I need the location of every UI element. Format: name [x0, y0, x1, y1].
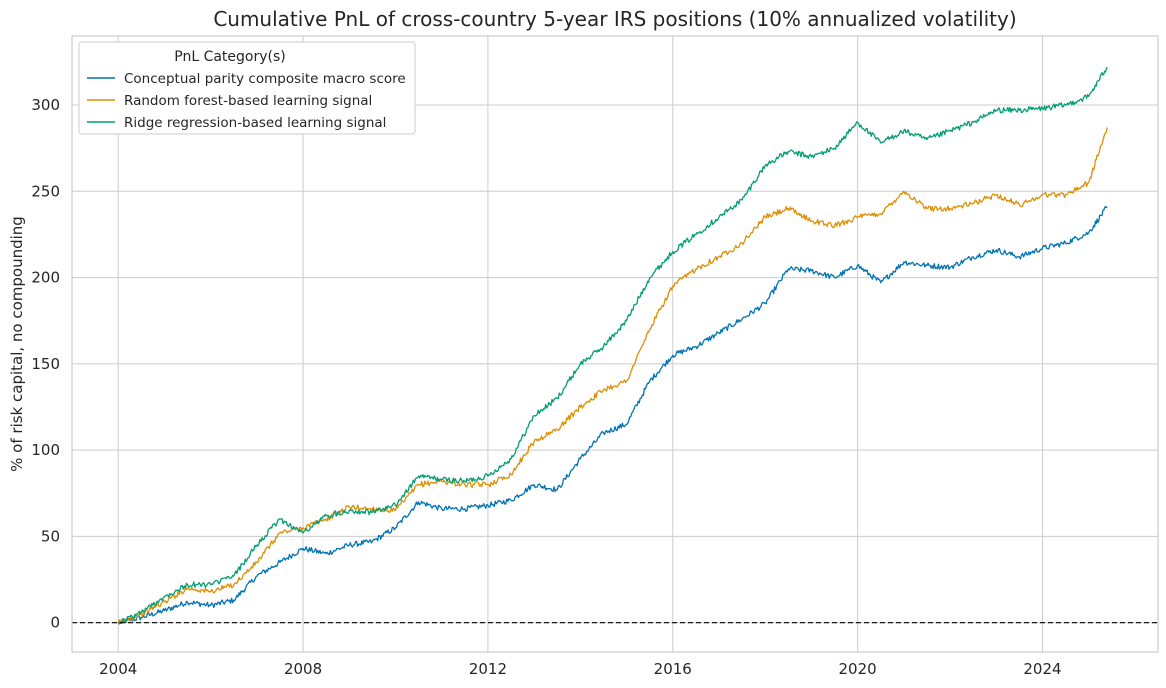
- y-axis-ticks: 0 50 100 150 200 250 300: [31, 96, 60, 632]
- y-tick-label: 100: [31, 441, 60, 459]
- legend-box: [78, 41, 416, 135]
- x-tick-label: 2020: [839, 660, 877, 678]
- legend-label: Random forest-based learning signal: [124, 93, 372, 109]
- legend: PnL Category(s) Conceptual parity compos…: [78, 41, 416, 135]
- y-tick-label: 50: [41, 527, 60, 545]
- legend-title: PnL Category(s): [174, 49, 286, 65]
- legend-label: Conceptual parity composite macro score: [124, 71, 406, 87]
- x-tick-label: 2012: [469, 660, 507, 678]
- y-tick-label: 250: [31, 182, 60, 200]
- series-line-1: [117, 205, 1108, 624]
- x-tick-label: 2004: [99, 660, 137, 678]
- grid: [72, 36, 1158, 652]
- chart-title: Cumulative PnL of cross-country 5-year I…: [213, 7, 1016, 31]
- x-tick-label: 2024: [1023, 660, 1061, 678]
- y-tick-label: 150: [31, 355, 60, 373]
- series-lines: [117, 66, 1108, 625]
- y-axis-label: % of risk capital, no compounding: [8, 216, 26, 472]
- y-tick-label: 200: [31, 269, 60, 287]
- y-tick-label: 0: [50, 614, 60, 632]
- x-tick-label: 2016: [654, 660, 692, 678]
- series-line-3: [117, 66, 1108, 625]
- legend-label: Ridge regression-based learning signal: [124, 115, 386, 131]
- x-tick-label: 2008: [284, 660, 322, 678]
- x-axis-ticks: 2004 2008 2012 2016 2020 2024: [99, 660, 1061, 678]
- y-tick-label: 300: [31, 96, 60, 114]
- series-line-2: [117, 127, 1108, 623]
- plot-frame: [71, 35, 1159, 653]
- legend-items: Conceptual parity composite macro score R…: [87, 71, 406, 131]
